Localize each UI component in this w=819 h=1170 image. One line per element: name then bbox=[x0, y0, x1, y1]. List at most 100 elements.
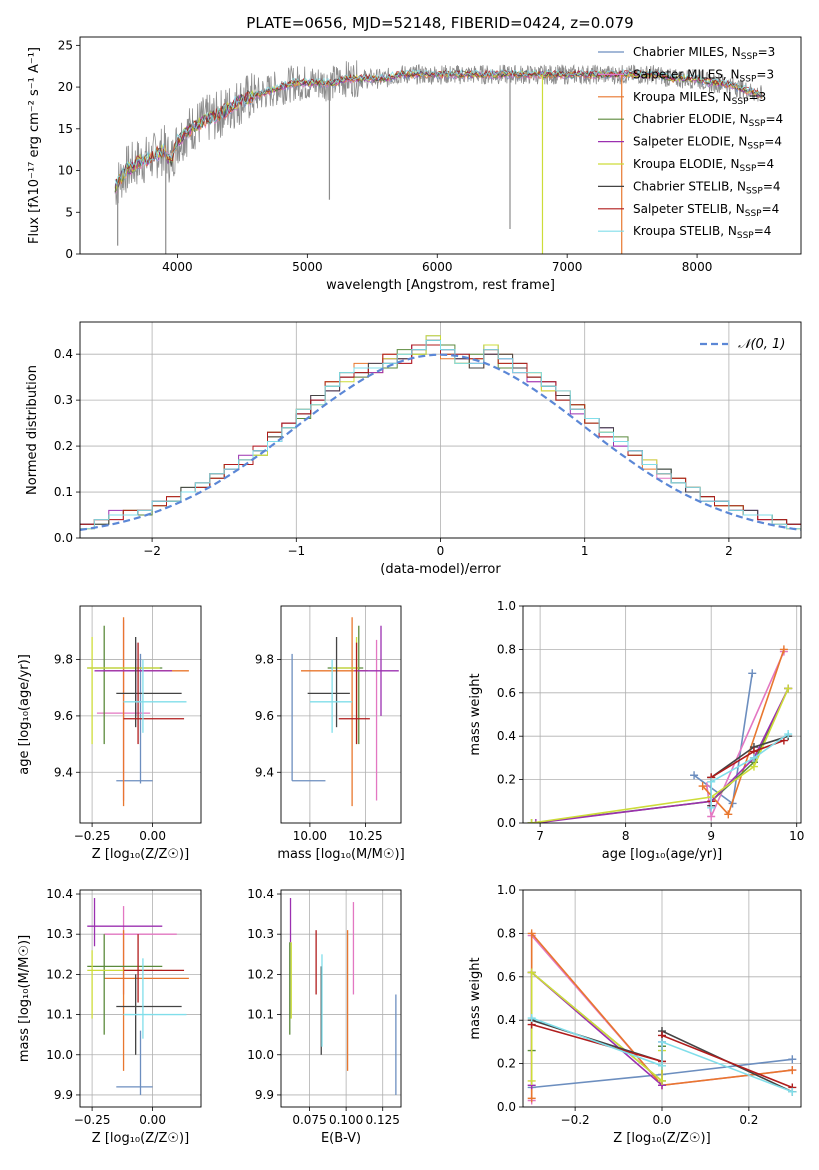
y-tick-label: 0.2 bbox=[54, 439, 73, 453]
weight-point-marker bbox=[527, 929, 536, 938]
x-tick-label: 7000 bbox=[552, 260, 583, 274]
point-kroupa-elodie bbox=[87, 637, 160, 745]
point-chabrier-elodie bbox=[87, 934, 163, 1035]
y-tick-label: 1.0 bbox=[497, 883, 516, 897]
y-tick-label: 10.4 bbox=[247, 887, 274, 901]
point-chabrier-stelib bbox=[307, 637, 350, 728]
weight-point-marker bbox=[749, 753, 758, 762]
legend-entry-chabrier-stelib: Chabrier STELIB, NSSP=4 bbox=[633, 179, 781, 196]
x-tick-label: 0.00 bbox=[139, 1113, 166, 1127]
legend-text: Chabrier ELODIE, N bbox=[633, 112, 749, 126]
x-tick-label: −0.25 bbox=[74, 829, 111, 843]
point-salpeter-elodie bbox=[94, 642, 172, 716]
x-axis-label: Z [log₁₀(Z/Z☉)] bbox=[92, 847, 189, 862]
legend-subscript: SSP bbox=[745, 209, 762, 219]
y-tick-label: 0.0 bbox=[497, 816, 516, 830]
grid-lines bbox=[281, 890, 401, 1107]
legend-entry-salpeter-stelib: Salpeter STELIB, NSSP=4 bbox=[633, 202, 779, 219]
y-tick-label: 9.8 bbox=[54, 653, 73, 667]
weight-point-marker bbox=[658, 1037, 666, 1046]
weight-point-marker bbox=[531, 819, 540, 823]
y-tick-label: 0.3 bbox=[54, 393, 73, 407]
ticks: −0.25 0.00 9.4 9.6 9.8 bbox=[54, 653, 166, 843]
series-kroupa-elodie bbox=[527, 684, 793, 823]
legend-subscript: SSP bbox=[740, 164, 757, 174]
y-tick-label: 10.1 bbox=[247, 1008, 274, 1022]
y-axis-label: Flux [fλ10⁻¹⁷ erg cm⁻² s⁻¹ A⁻¹] bbox=[27, 47, 42, 244]
weight-line bbox=[535, 688, 789, 823]
x-tick-label: 6000 bbox=[422, 260, 453, 274]
legend-subscript: SSP bbox=[732, 97, 749, 107]
plot-area bbox=[87, 898, 189, 1095]
weight-point-marker bbox=[707, 812, 716, 821]
legend-text: Salpeter MILES, N bbox=[633, 67, 740, 81]
y-tick-label: 10.2 bbox=[46, 967, 73, 981]
point-chabrier-miles bbox=[116, 1030, 153, 1095]
y-tick-label: 10.3 bbox=[247, 927, 274, 941]
plot-area bbox=[80, 335, 801, 538]
point-chabrier-elodie bbox=[327, 625, 364, 745]
legend-tail: =3 bbox=[756, 67, 774, 81]
weight-point-marker bbox=[658, 1076, 666, 1085]
weight-point-marker bbox=[527, 1014, 536, 1023]
y-tick-label: 5 bbox=[65, 205, 73, 219]
model-spectrum-line-kroupa-stelib bbox=[114, 68, 763, 185]
metallicity-age-chart: −0.25 0.00 9.4 9.6 9.8 Z [log₁₀(Z/Z☉)] age [lo… bbox=[17, 605, 202, 862]
weight-point-marker bbox=[748, 669, 757, 678]
legend-entry-kroupa-elodie: Kroupa ELODIE, NSSP=4 bbox=[633, 157, 774, 174]
x-tick-label: 9 bbox=[707, 829, 715, 843]
x-tick-label: −2 bbox=[143, 544, 161, 558]
plot-area bbox=[527, 645, 793, 823]
legend-entry-kroupa-stelib: Kroupa STELIB, NSSP=4 bbox=[633, 224, 771, 241]
legend-text: Kroupa MILES, N bbox=[633, 90, 732, 104]
ticks: 7 8 9 10 0.0 0.2 0.4 0.6 0.8 1.0 bbox=[497, 599, 804, 843]
point-chabrier-miles bbox=[291, 653, 326, 782]
legend-text: Salpeter ELODIE, N bbox=[633, 135, 747, 149]
y-tick-label: 25 bbox=[58, 38, 73, 52]
x-tick-label: 0.2 bbox=[739, 1113, 758, 1127]
x-axis-label: Z [log₁₀(Z/Z☉)] bbox=[92, 1131, 189, 1146]
series-salpeter-elodie bbox=[531, 684, 793, 823]
y-tick-label: 9.4 bbox=[54, 765, 73, 779]
weight-point-marker bbox=[690, 771, 699, 780]
legend-text: Kroupa ELODIE, N bbox=[633, 157, 740, 171]
ticks: −0.2 0.0 0.2 0.0 0.2 0.4 0.6 0.8 1.0 bbox=[497, 883, 759, 1127]
ticks: −0.25 0.00 9.9 10.0 10.1 10.2 10.3 10.4 bbox=[46, 887, 166, 1127]
legend-entry-salpeter-miles: Salpeter MILES, NSSP=3 bbox=[633, 67, 774, 84]
series-kroupa-elodie bbox=[527, 968, 666, 1085]
y-tick-label: 9.8 bbox=[255, 653, 274, 667]
legend-subscript: SSP bbox=[740, 74, 757, 84]
axes-frame bbox=[79, 321, 802, 539]
legend-subscript: SSP bbox=[741, 52, 758, 62]
y-tick-label: 10 bbox=[58, 164, 73, 178]
y-tick-label: 0.6 bbox=[497, 970, 516, 984]
plot-area bbox=[114, 60, 763, 254]
point-kroupa-miles bbox=[104, 617, 189, 807]
y-tick-label: 10.0 bbox=[247, 1048, 274, 1062]
y-axis-label: mass [log₁₀(M/M☉)] bbox=[17, 935, 32, 1062]
y-tick-label: 1.0 bbox=[497, 599, 516, 613]
y-axis-label: mass weight bbox=[468, 673, 483, 755]
legend-tail: =4 bbox=[762, 202, 780, 216]
figure-title: PLATE=0656, MJD=52148, FIBERID=0424, z=0… bbox=[246, 14, 633, 32]
legend-subscript: SSP bbox=[746, 186, 763, 196]
x-tick-label: 10.25 bbox=[348, 829, 382, 843]
y-tick-label: 9.6 bbox=[54, 709, 73, 723]
y-tick-label: 0.8 bbox=[497, 926, 516, 940]
y-axis-label: Normed distribution bbox=[25, 365, 40, 495]
residual-histogram-chart: −2 −1 0 1 2 0.0 0.1 0.2 0.3 0.4 (data-model)/error… bbox=[25, 321, 802, 577]
weight-point-marker bbox=[527, 1094, 536, 1103]
weight-point-marker bbox=[707, 777, 716, 786]
weight-point-marker bbox=[527, 1076, 536, 1085]
y-tick-label: 0.6 bbox=[497, 686, 516, 700]
ticks: 0.075 0.100 0.125 9.9 10.0 10.1 10.2 10.3 10.4 bbox=[247, 887, 400, 1127]
ticks: −2 −1 0 1 2 0.0 0.1 0.2 0.3 0.4 bbox=[54, 347, 733, 558]
y-tick-label: 10.0 bbox=[46, 1048, 73, 1062]
legend-entry-salpeter-elodie: Salpeter ELODIE, NSSP=4 bbox=[633, 135, 782, 152]
point-chabrier-elodie bbox=[87, 625, 163, 745]
grid-lines bbox=[281, 606, 401, 823]
extinction-mass-chart: 0.075 0.100 0.125 9.9 10.0 10.1 10.2 10.3 10.4 E(… bbox=[247, 887, 402, 1146]
weight-point-marker bbox=[749, 762, 758, 771]
x-tick-label: 0 bbox=[437, 544, 445, 558]
